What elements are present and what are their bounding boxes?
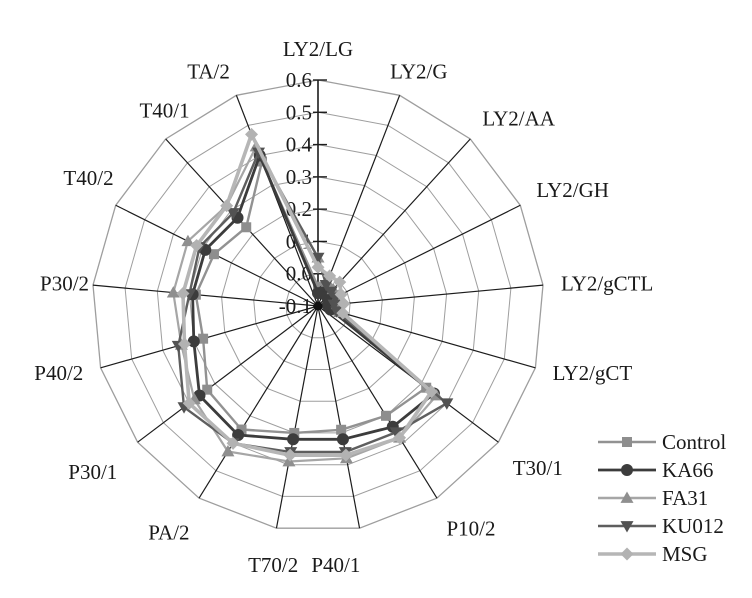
category-label: T30/1: [513, 456, 563, 480]
data-point-ka66: [336, 433, 349, 446]
axis-spoke: [137, 305, 319, 443]
axis-spoke: [92, 284, 319, 307]
data-point-control: [380, 410, 391, 421]
radial-tick-label: 0.4: [286, 133, 313, 157]
category-label: T40/1: [139, 99, 189, 123]
grid-ring: [253, 240, 383, 370]
legend-label-fa31: FA31: [662, 486, 708, 510]
data-point-msg: [182, 396, 196, 410]
data-point-msg: [323, 269, 337, 283]
data-point-msg: [311, 260, 325, 274]
data-point-control: [198, 333, 209, 344]
data-point-ka66: [287, 433, 300, 446]
data-point-control: [313, 281, 323, 292]
category-label: P40/1: [311, 553, 360, 577]
data-point-control: [202, 384, 213, 395]
data-point-control: [241, 222, 252, 233]
axis-spoke: [275, 305, 319, 529]
data-point-ka66: [232, 429, 245, 442]
data-point-control: [236, 424, 247, 435]
data-point-msg: [393, 431, 407, 445]
legend-label-ka66: KA66: [662, 458, 713, 482]
legend-marker-fa31: [620, 491, 634, 503]
data-point-msg: [334, 287, 348, 301]
category-label: T70/2: [248, 553, 298, 577]
data-point-msg: [245, 127, 259, 141]
data-point-msg: [176, 286, 190, 300]
axis-spoke: [317, 204, 521, 307]
data-point-msg: [283, 448, 297, 462]
data-point-fa31: [181, 234, 195, 247]
grid-ring: [285, 273, 351, 339]
data-point-ku012: [226, 208, 240, 220]
legend-marker-msg: [620, 547, 634, 561]
axis-spoke: [317, 305, 536, 369]
category-label: P40/2: [34, 361, 83, 385]
category-label: LY2/AA: [482, 107, 555, 131]
category-label: TA/2: [187, 59, 230, 83]
data-point-ku012: [330, 306, 344, 318]
data-point-msg: [337, 297, 351, 311]
data-point-msg: [220, 199, 234, 213]
grid-ring: [156, 144, 480, 466]
data-point-ku012: [389, 427, 403, 439]
data-point-control: [336, 424, 347, 435]
data-point-control: [208, 249, 219, 260]
data-point-ka66: [187, 335, 200, 348]
legend-label-msg: MSG: [662, 542, 708, 566]
data-point-ku012: [252, 147, 266, 159]
axis-spoke: [317, 305, 438, 499]
category-label: P10/2: [446, 516, 495, 540]
data-point-ku012: [327, 299, 341, 312]
legend-label-control: Control: [662, 430, 726, 454]
radial-tick-label: 0.6: [286, 68, 312, 92]
data-point-ku012: [319, 280, 333, 292]
category-label: LY2/G: [390, 59, 447, 83]
axis-spoke: [317, 138, 471, 307]
category-label: LY2/gCTL: [561, 271, 653, 295]
axis-spoke: [100, 305, 319, 369]
data-point-msg: [177, 337, 191, 351]
data-point-ku012: [311, 252, 325, 265]
grid-ring: [221, 208, 415, 402]
data-point-ku012: [440, 398, 454, 410]
category-label: LY2/LG: [283, 37, 353, 61]
category-label: P30/1: [68, 460, 117, 484]
data-point-fa31: [282, 455, 296, 467]
category-label: P30/2: [40, 271, 89, 295]
data-point-msg: [336, 306, 350, 320]
category-label: LY2/gCT: [553, 361, 633, 385]
grid-ring: [124, 111, 512, 497]
axis-spoke: [317, 305, 361, 529]
chart-center-dot: [313, 301, 323, 311]
radial-tick-label: -0.1: [279, 294, 312, 318]
category-label: T40/2: [63, 166, 113, 190]
data-point-msg: [226, 436, 240, 450]
data-point-fa31: [221, 444, 235, 457]
radial-tick-label: 0.5: [286, 100, 312, 124]
legend-marker-ka66: [621, 464, 633, 476]
grid-ring: [188, 176, 448, 434]
category-label: PA/2: [148, 520, 189, 544]
data-point-msg: [339, 448, 353, 462]
category-label: LY2/GH: [536, 178, 609, 202]
data-point-control: [289, 427, 300, 438]
data-point-fa31: [166, 286, 180, 298]
axis-spoke: [198, 305, 319, 499]
legend-marker-ku012: [620, 521, 634, 533]
data-point-msg: [190, 239, 204, 253]
radial-tick-label: 0.3: [286, 165, 312, 189]
legend-label-ku012: KU012: [662, 514, 724, 538]
axis-spoke: [317, 95, 401, 307]
data-point-msg: [333, 275, 347, 289]
data-point-msg: [424, 385, 438, 399]
grid-ring: [92, 79, 544, 529]
axis-spoke: [317, 284, 544, 307]
legend-marker-control: [622, 437, 632, 447]
